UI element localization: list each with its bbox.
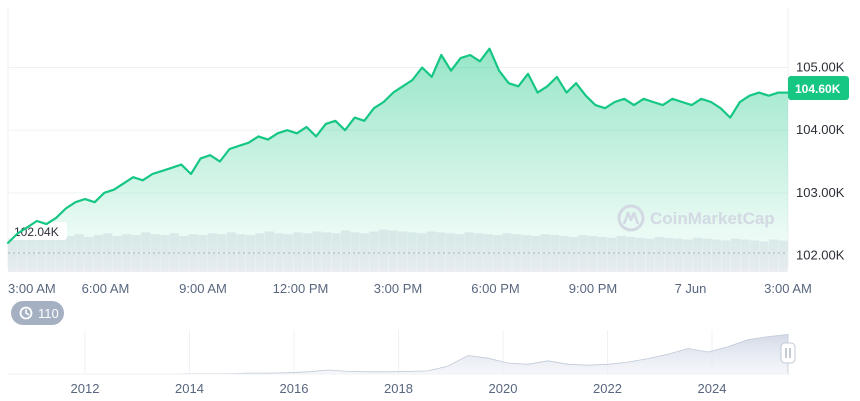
x-tick-label: 9:00 AM	[179, 281, 227, 296]
x-tick-label: 3:00 PM	[374, 281, 422, 296]
x-tick-label: 12:00 PM	[273, 281, 329, 296]
navigator-tick-label: 2022	[593, 381, 622, 396]
price-line	[6, 47, 790, 244]
navigator-tick-label: 2016	[280, 381, 309, 396]
y-tick-label: 104.00K	[796, 122, 845, 137]
open-reference-label: 102.04K	[9, 222, 67, 240]
x-tick-label: 6:00 AM	[82, 281, 130, 296]
price-area-fill	[8, 48, 788, 269]
x-tick-label: 9:00 PM	[569, 281, 617, 296]
y-tick-label: 103.00K	[796, 185, 845, 200]
range-navigator[interactable]: 2012 2014 2016 2018 2020 2022 2024	[8, 330, 796, 396]
x-tick-label: 6:00 PM	[471, 281, 519, 296]
navigator-tick-label: 2014	[175, 381, 204, 396]
navigator-tick-label: 2024	[698, 381, 727, 396]
x-axis: 3:00 AM 6:00 AM 9:00 AM 12:00 PM 3:00 PM 6:00…	[8, 281, 812, 296]
history-count: 110	[38, 306, 59, 321]
x-tick-label: 7 Jun	[675, 281, 707, 296]
y-tick-label: 102.00K	[796, 247, 845, 262]
navigator-tick-label: 2012	[71, 381, 100, 396]
watermark-text: CoinMarketCap	[650, 209, 775, 228]
history-clock-icon	[19, 306, 33, 320]
y-axis: 102.00K 103.00K 104.00K 105.00K	[796, 60, 845, 263]
y-tick-label: 105.00K	[796, 60, 845, 75]
navigator-tick-label: 2018	[384, 381, 413, 396]
watermark: CoinMarketCap	[617, 204, 775, 232]
x-tick-label: 3:00 AM	[8, 281, 56, 296]
navigator-tick-label: 2020	[489, 381, 518, 396]
x-tick-label: 3:00 AM	[764, 281, 812, 296]
current-price-value: 104.60K	[795, 82, 841, 96]
navigator-axis: 2012 2014 2016 2018 2020 2022 2024	[71, 381, 727, 396]
current-price-tag: 104.60K	[788, 76, 849, 100]
coinmarketcap-logo-icon	[617, 204, 645, 232]
history-badge[interactable]: 110	[11, 301, 64, 325]
drag-handle-icon[interactable]	[780, 342, 796, 364]
